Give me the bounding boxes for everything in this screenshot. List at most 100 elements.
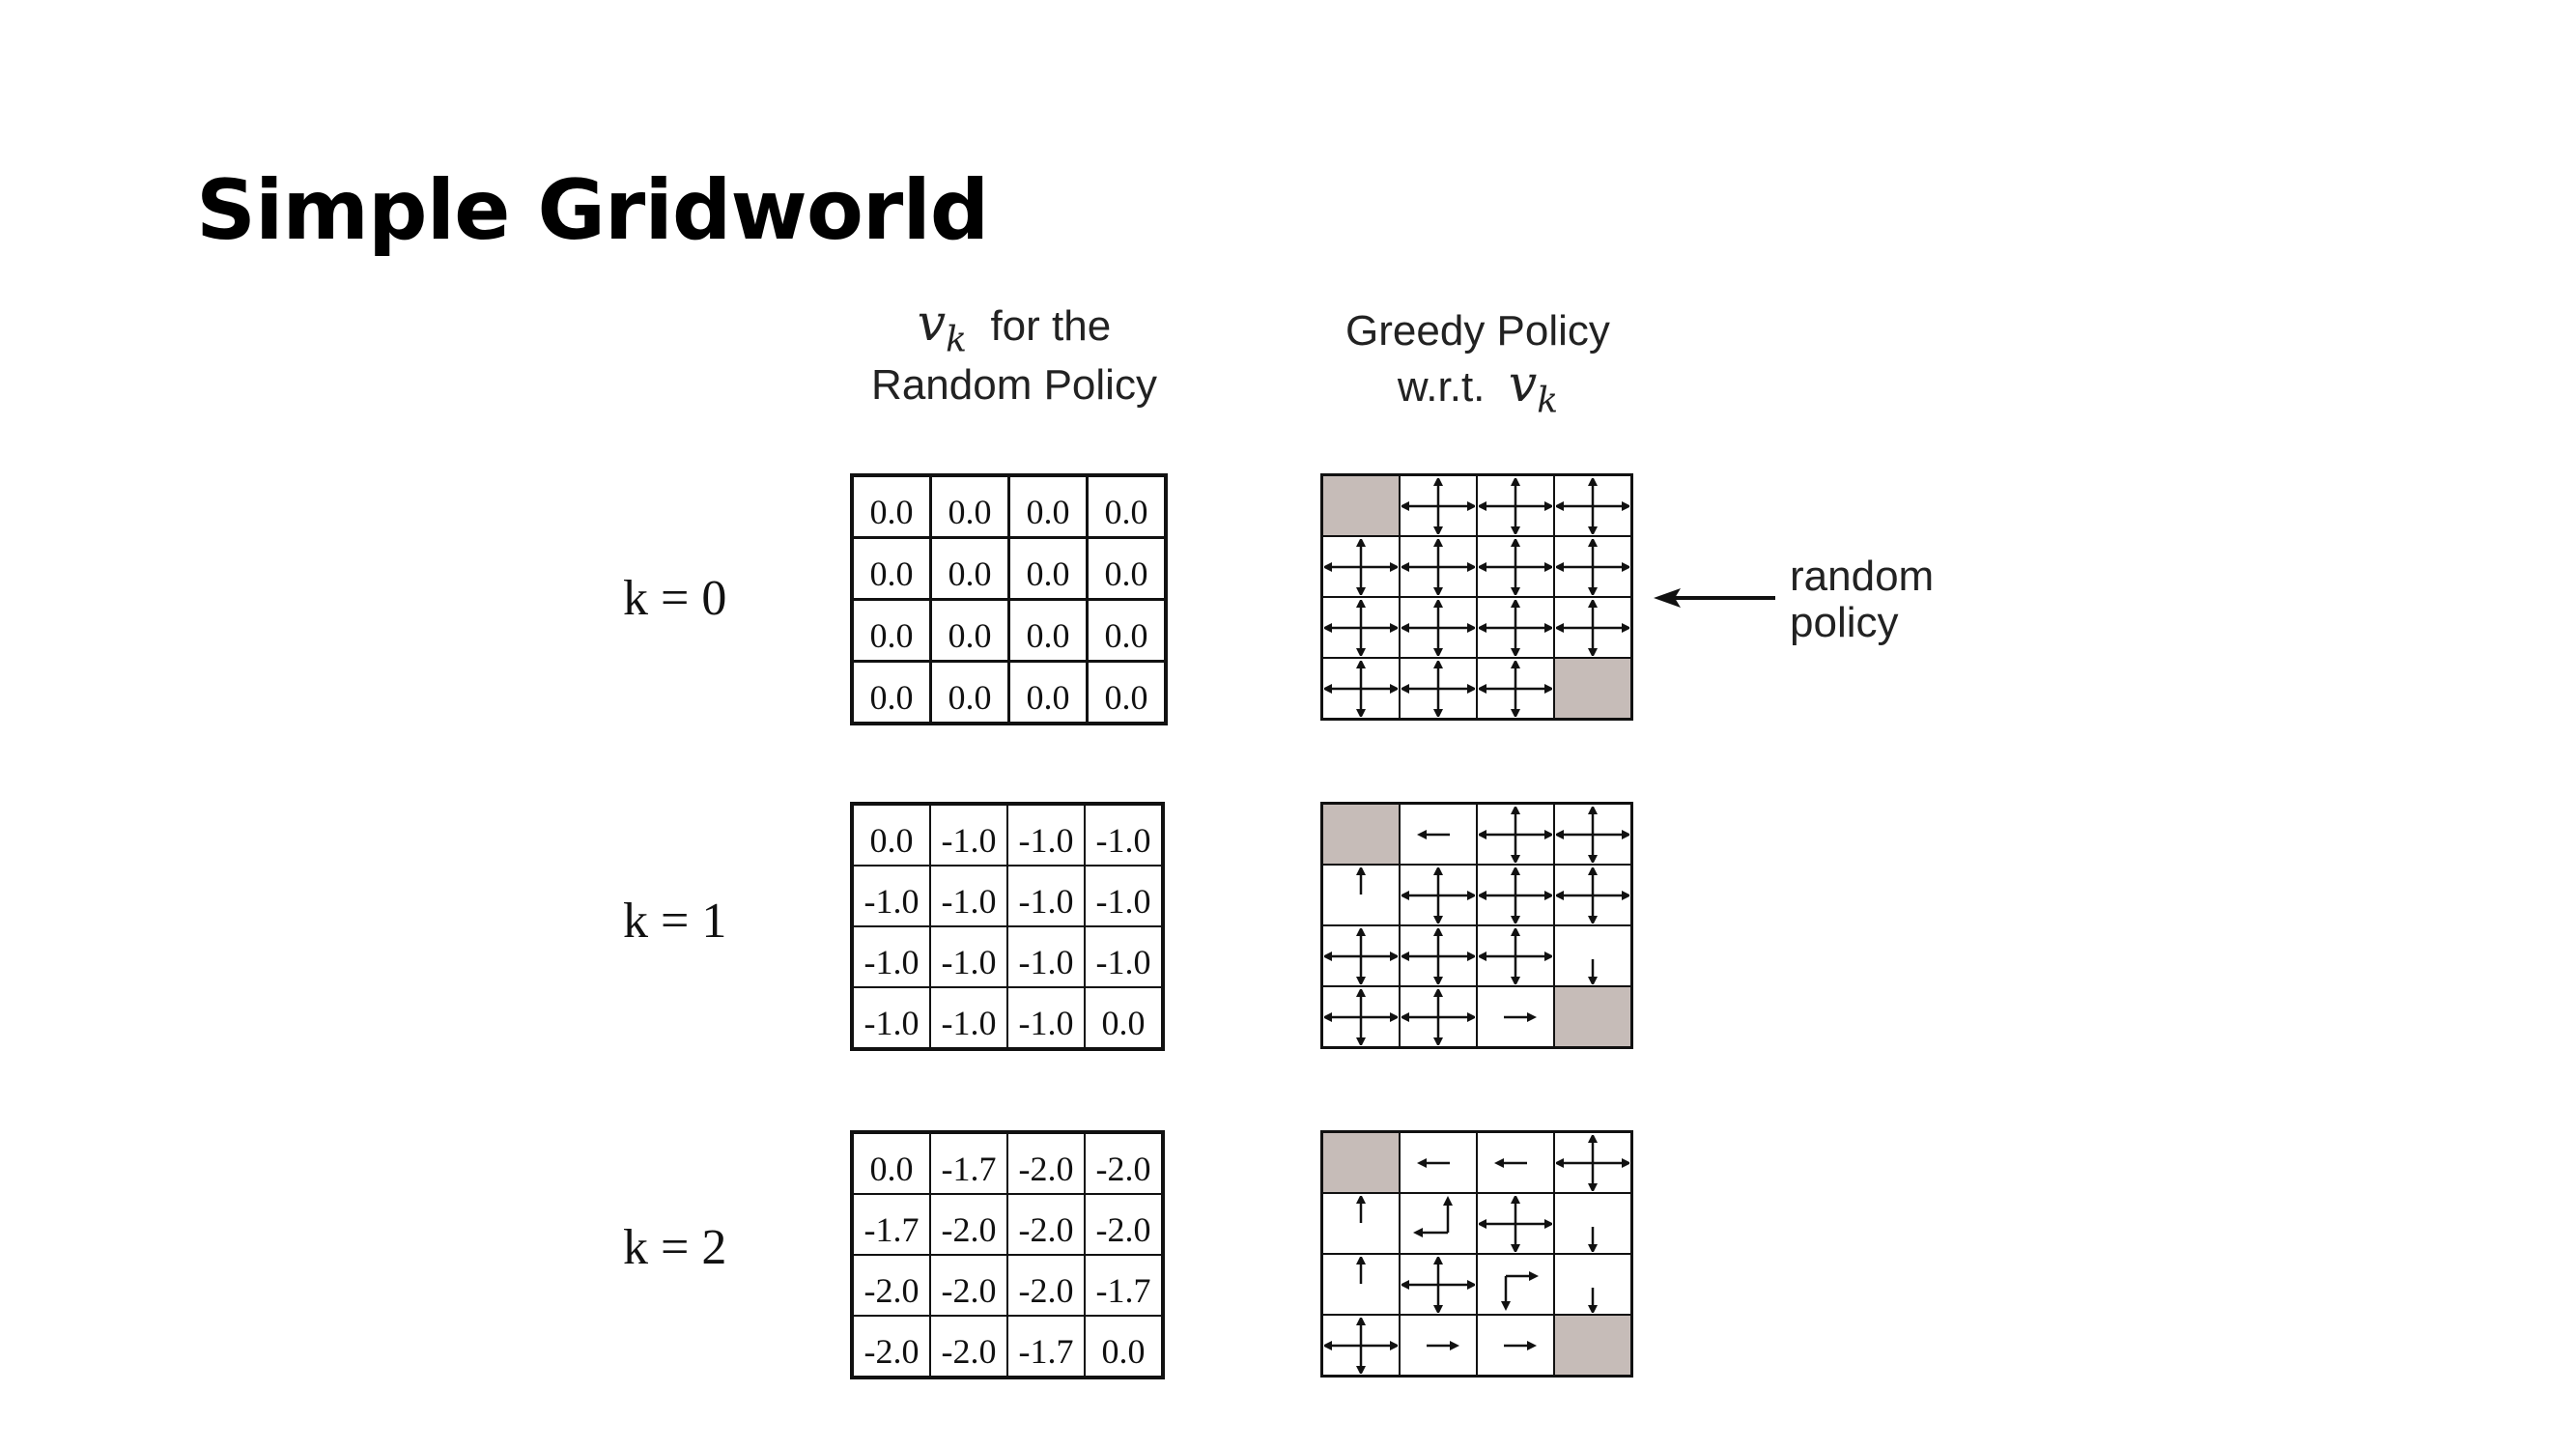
terminal-cell — [1553, 985, 1633, 1049]
value-cell: -1.7 — [1006, 1315, 1086, 1378]
four-way-arrow-icon — [1556, 599, 1629, 656]
policy-row — [1320, 535, 1633, 598]
value-cell: 0.0 — [1084, 986, 1164, 1050]
value-cell: -1.0 — [929, 803, 1008, 867]
value-row: -1.0 -1.0 -1.0 -1.0 — [851, 925, 1164, 988]
four-way-arrow-icon — [1556, 1134, 1629, 1191]
policy-cell — [1399, 1253, 1478, 1316]
value-cell: -2.0 — [1006, 1254, 1086, 1317]
value-cell: 0.0 — [850, 598, 932, 663]
value-row: 0.0 0.0 0.0 0.0 — [850, 598, 1168, 663]
policy-row — [1320, 864, 1633, 926]
value-cell: 0.0 — [1007, 660, 1089, 725]
policy-cell — [1476, 864, 1555, 926]
value-cell: -2.0 — [929, 1193, 1008, 1256]
four-way-arrow-icon — [1401, 867, 1475, 923]
four-way-arrow-icon — [1479, 927, 1552, 984]
policy-row — [1320, 473, 1633, 537]
policy-cell — [1320, 1253, 1401, 1316]
left-arrow-icon — [1494, 1157, 1527, 1168]
policy-grid-k0 — [1320, 473, 1633, 721]
value-row: 0.0 -1.7 -2.0 -2.0 — [851, 1131, 1164, 1195]
value-cell: -1.7 — [851, 1193, 931, 1256]
policy-cell — [1553, 924, 1633, 987]
k-label-1: k = 1 — [623, 894, 727, 949]
four-way-arrow-icon — [1324, 1317, 1398, 1374]
value-cell: 0.0 — [929, 536, 1010, 601]
terminal-cell — [1320, 473, 1401, 537]
four-way-arrow-icon — [1324, 538, 1398, 595]
four-way-arrow-icon — [1324, 660, 1398, 717]
policy-cell — [1320, 924, 1401, 987]
four-way-arrow-icon — [1401, 988, 1475, 1045]
policy-cell — [1399, 1130, 1478, 1194]
value-grid-k1: 0.0 -1.0 -1.0 -1.0 -1.0 -1.0 -1.0 -1.0 -1.0 -1.0-… — [850, 802, 1165, 1051]
terminal-cell — [1320, 1130, 1401, 1194]
value-cell: 0.0 — [1084, 1315, 1164, 1378]
four-way-arrow-icon — [1556, 538, 1629, 595]
four-way-arrow-icon — [1401, 599, 1475, 656]
value-grid-k2: 0.0 -1.7 -2.0 -2.0 -1.7 -2.0 -2.0 -2.0 -2.0 -2.0-… — [850, 1130, 1165, 1379]
value-row: -1.7 -2.0 -2.0 -2.0 — [851, 1193, 1164, 1256]
four-way-arrow-icon — [1479, 538, 1552, 595]
policy-cell — [1553, 473, 1633, 537]
value-row: 0.0 0.0 0.0 0.0 — [850, 660, 1168, 725]
value-cell: -1.7 — [1084, 1254, 1164, 1317]
policy-row — [1320, 1253, 1633, 1316]
value-cell: -1.0 — [1006, 925, 1086, 988]
terminal-cell — [1320, 802, 1401, 866]
policy-row — [1320, 1192, 1633, 1255]
policy-cell — [1476, 535, 1555, 598]
policy-cell — [1399, 802, 1478, 866]
value-cell: -1.0 — [851, 986, 931, 1050]
value-cell: -2.0 — [1084, 1131, 1164, 1195]
value-row: -2.0 -2.0 -2.0 -1.7 — [851, 1254, 1164, 1317]
left-arrow-icon — [1417, 1157, 1450, 1168]
policy-cell — [1553, 1253, 1633, 1316]
policy-cell — [1399, 657, 1478, 721]
policy-cell — [1553, 1130, 1633, 1194]
policy-cell — [1476, 985, 1555, 1049]
policy-cell — [1476, 802, 1555, 866]
four-way-arrow-icon — [1324, 988, 1398, 1045]
up-arrow-icon — [1356, 867, 1366, 895]
value-cell: 0.0 — [851, 1131, 931, 1195]
policy-cell — [1553, 1192, 1633, 1255]
policy-cell — [1399, 985, 1478, 1049]
value-grid-k0: 0.0 0.0 0.0 0.0 0.0 0.0 0.0 0.0 0.0 0.0 0.0 0.0 0.0 0… — [850, 473, 1168, 725]
policy-header-line2: w.r.t. — [1397, 363, 1486, 411]
policy-cell — [1320, 657, 1401, 721]
value-cell: -1.0 — [1006, 803, 1086, 867]
value-header-line2: Random Policy — [871, 361, 1157, 410]
value-cell: -2.0 — [929, 1254, 1008, 1317]
value-cell: -2.0 — [851, 1315, 931, 1378]
four-way-arrow-icon — [1401, 477, 1475, 534]
k-label-0: k = 0 — [623, 571, 727, 626]
value-cell: 0.0 — [1007, 536, 1089, 601]
policy-cell — [1399, 535, 1478, 598]
right-arrow-icon — [1504, 1011, 1537, 1022]
policy-row — [1320, 1130, 1633, 1194]
value-cell: -2.0 — [929, 1315, 1008, 1378]
value-cell: 0.0 — [850, 473, 932, 539]
policy-grid-k2 — [1320, 1130, 1633, 1378]
four-way-arrow-icon — [1479, 477, 1552, 534]
v-symbol: vk — [917, 295, 967, 360]
value-cell: -1.0 — [1084, 803, 1164, 867]
four-way-arrow-icon — [1479, 599, 1552, 656]
value-cell: 0.0 — [850, 660, 932, 725]
value-cell: -2.0 — [1006, 1193, 1086, 1256]
four-way-arrow-icon — [1401, 927, 1475, 984]
four-way-arrow-icon — [1401, 660, 1475, 717]
random-policy-label: random policy — [1790, 553, 1935, 646]
terminal-cell — [1553, 657, 1633, 721]
policy-header-line1: Greedy Policy — [1345, 307, 1610, 355]
policy-cell — [1320, 985, 1401, 1049]
value-row: 0.0 0.0 0.0 0.0 — [850, 473, 1168, 539]
policy-column-header: Greedy Policy w.r.t. vk — [1299, 307, 1656, 420]
right-arrow-icon — [1504, 1340, 1537, 1350]
value-cell: 0.0 — [1086, 598, 1168, 663]
policy-cell — [1399, 924, 1478, 987]
policy-cell — [1399, 473, 1478, 537]
left-arrow-icon — [1654, 588, 1775, 608]
